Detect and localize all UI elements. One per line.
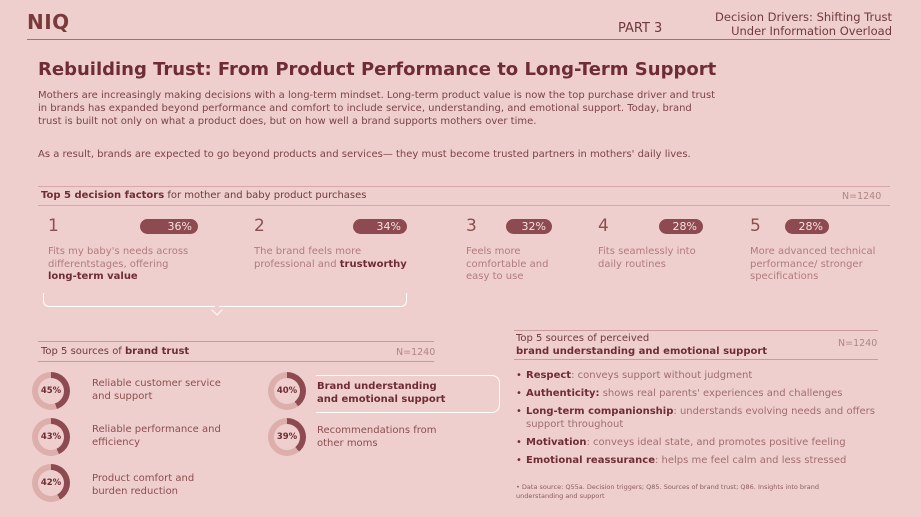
factor-description: More advanced technical performance/ str… (750, 246, 876, 282)
understanding-top-rule (514, 330, 878, 331)
factor-description: Feels more comfortable and easy to use (466, 246, 549, 282)
header-title-line2: Under Information Overload (731, 24, 892, 38)
brand-trust-item-5: 39% (268, 418, 306, 456)
donut-chart: 39% (268, 418, 306, 456)
brand-trust-title-prefix: Top 5 sources of (41, 346, 126, 357)
understanding-n: N=1240 (838, 338, 878, 349)
factor-desc-bold: trustworthy (339, 258, 407, 270)
brand-trust-item-1: 45% (32, 372, 70, 410)
brand-trust-label-highlight: Brand understanding and emotional suppor… (317, 381, 446, 405)
bullet-bold: Authenticity: (526, 388, 600, 399)
factor-description: Fits seamlessly into daily routines (598, 246, 696, 270)
header-divider (27, 39, 890, 40)
factor-percent-bar: 34% (353, 219, 407, 234)
decision-factor-3: 3 32% Feels more comfortable and easy to… (466, 216, 586, 286)
understanding-title: Top 5 sources of perceived brand underst… (516, 333, 767, 358)
bullet-item: Motivation: conveys ideal state, and pro… (516, 436, 886, 449)
header-title-line1: Decision Drivers: Shifting Trust (715, 10, 892, 24)
donut-chart: 43% (32, 418, 70, 456)
decision-factors-title: Top 5 decision factors for mother and ba… (41, 190, 367, 201)
decision-factors-title-bold: Top 5 decision factors (41, 190, 165, 201)
bullet-text: : understands evolving needs and offers … (526, 406, 875, 430)
brand-trust-item-3: 42% (32, 464, 70, 502)
bullet-bold: Emotional reassurance (526, 455, 655, 466)
factor-rank: 4 (598, 216, 609, 236)
bullet-bold: Respect (526, 370, 572, 381)
brand-trust-label: Reliable customer service and support (92, 378, 221, 402)
decision-factor-5: 5 28% More advanced technical performanc… (750, 216, 890, 286)
factor-rank: 3 (466, 216, 477, 236)
decision-factor-4: 4 28% Fits seamlessly into daily routine… (598, 216, 738, 286)
header-section-title: Decision Drivers: Shifting Trust Under I… (680, 10, 892, 38)
brand-trust-top-rule (38, 341, 434, 342)
highlight-connector (316, 375, 500, 413)
brand-trust-item-2: 43% (32, 418, 70, 456)
intro-paragraph: Mothers are increasingly making decision… (38, 90, 716, 127)
page-title: Rebuilding Trust: From Product Performan… (38, 59, 717, 80)
donut-chart: 42% (32, 464, 70, 502)
data-source-footnote: • Data source: Q55a. Decision triggers; … (516, 483, 819, 500)
bullet-text: : conveys ideal state, and promotes posi… (586, 437, 846, 448)
bullet-item: Respect: conveys support without judgmen… (516, 369, 886, 382)
bullet-bold: Motivation (526, 437, 587, 448)
bullet-item: Emotional reassurance: helps me feel cal… (516, 454, 886, 467)
donut-percent: 42% (38, 470, 64, 496)
understanding-bottom-rule (514, 359, 878, 360)
bullet-text: : helps me feel calm and less stressed (654, 455, 847, 466)
factor-desc-text: Fits my baby's needs across differentsta… (48, 246, 189, 270)
decision-factors-header-band (38, 186, 890, 206)
donut-percent: 40% (274, 378, 300, 404)
brand-trust-title: Top 5 sources of brand trust (41, 346, 189, 357)
factor-percent-bar: 36% (140, 219, 198, 234)
bullet-text: shows real parents' experiences and chal… (599, 388, 843, 399)
brand-trust-bottom-rule (38, 361, 434, 362)
factor-rank: 1 (48, 216, 59, 236)
factor-rank: 5 (750, 216, 761, 236)
factor-percent-bar: 28% (659, 219, 703, 234)
intro-conclusion: As a result, brands are expected to go b… (38, 149, 691, 160)
factor-description: Fits my baby's needs across differentsta… (48, 246, 213, 284)
factor-desc-text: The brand feels more professional and (254, 246, 362, 270)
decision-factors-title-rest: for mother and baby product purchases (164, 190, 367, 201)
factor-desc-bold: long-term value (48, 271, 138, 282)
niq-logo: NIQ (27, 10, 70, 34)
brand-trust-n: N=1240 (396, 347, 436, 358)
decision-factor-2: 2 34% The brand feels more professional … (254, 216, 454, 286)
brand-trust-label: Recommendations from other moms (317, 425, 437, 449)
donut-percent: 45% (38, 378, 64, 404)
factor-rank: 2 (254, 216, 265, 236)
brand-trust-label: Product comfort and burden reduction (92, 473, 195, 497)
footnote-text: Data source: Q55a. Decision triggers; Q8… (516, 483, 819, 500)
bullet-bold: Long-term companionship (526, 406, 674, 417)
donut-chart: 45% (32, 372, 70, 410)
factor-grouping-bracket (43, 293, 407, 307)
decision-factors-n: N=1240 (842, 191, 882, 202)
factor-percent-bar: 28% (785, 219, 829, 234)
decision-factor-1: 1 36% Fits my baby's needs across differ… (48, 216, 248, 286)
bullet-item: Long-term companionship: understands evo… (516, 405, 886, 431)
understanding-title-line2: brand understanding and emotional suppor… (516, 345, 768, 357)
donut-percent: 39% (274, 424, 300, 450)
bullet-text: : conveys support without judgment (571, 370, 753, 381)
factor-description: The brand feels more professional and tr… (254, 246, 414, 271)
brand-trust-label: Reliable performance and efficiency (92, 424, 221, 448)
brand-trust-item-4: 40% (268, 372, 306, 410)
donut-chart: 40% (268, 372, 306, 410)
understanding-title-line1: Top 5 sources of perceived (516, 333, 650, 344)
brand-trust-title-bold: brand trust (125, 346, 190, 357)
understanding-bullet-list: Respect: conveys support without judgmen… (516, 369, 886, 472)
bullet-item: Authenticity: shows real parents' experi… (516, 387, 886, 400)
part-label: PART 3 (618, 21, 663, 36)
donut-percent: 43% (38, 424, 64, 450)
factor-percent-bar: 32% (506, 219, 552, 234)
